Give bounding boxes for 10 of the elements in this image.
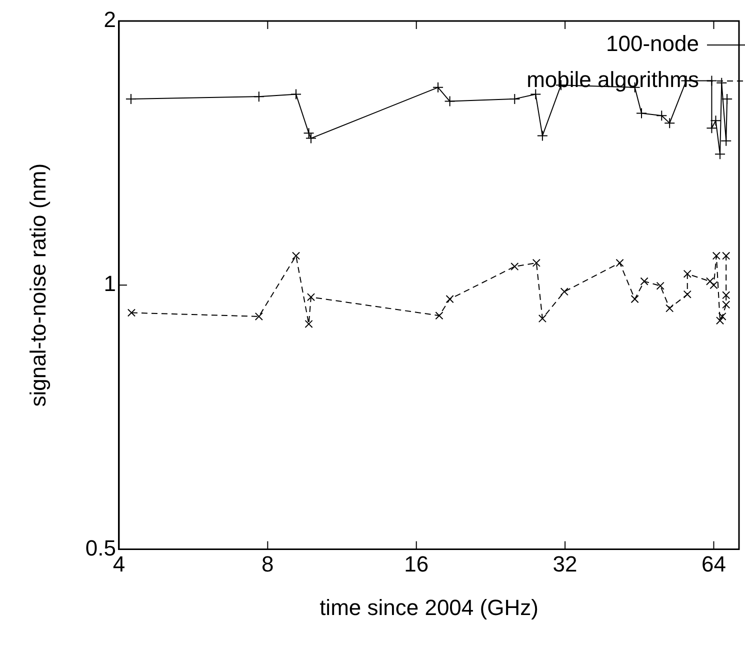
- x-tick-label: 32: [552, 551, 578, 576]
- x-tick-label: 64: [701, 551, 726, 576]
- legend-label: 100-node: [606, 31, 699, 56]
- y-axis-title: signal-to-noise ratio (nm): [25, 163, 50, 407]
- x-tick-label: 8: [262, 551, 274, 576]
- y-tick-label: 1: [104, 271, 116, 296]
- x-tick-label: 16: [404, 551, 429, 576]
- x-axis-title: time since 2004 (GHz): [320, 594, 538, 620]
- y-tick-label: 2: [104, 7, 116, 32]
- y-tick-label: 0.5: [85, 535, 116, 560]
